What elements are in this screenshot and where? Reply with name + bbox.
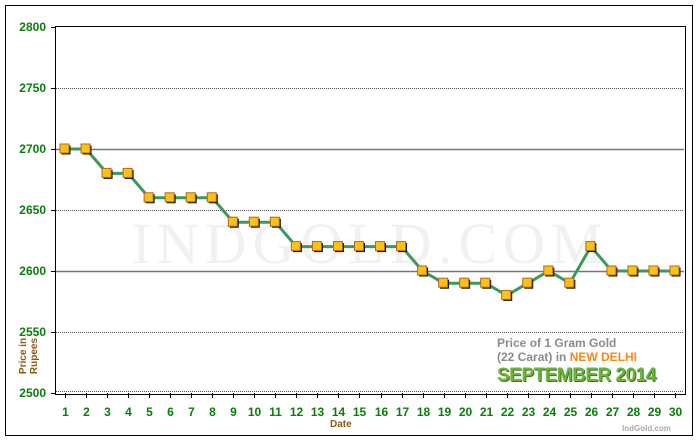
legend-title: Price of 1 Gram Gold	[497, 336, 617, 350]
x-tick-label: 28	[626, 405, 641, 419]
x-tick-label: 13	[310, 405, 325, 419]
data-point-marker	[522, 277, 533, 288]
price-line	[65, 147, 675, 298]
x-tick-label: 22	[500, 405, 515, 419]
site-credit: IndGold.com	[622, 424, 671, 433]
data-point-marker	[480, 277, 491, 288]
x-tick-label: 29	[647, 405, 662, 419]
x-tick-label: 9	[230, 405, 237, 419]
x-tick-label: 3	[104, 405, 111, 419]
x-tick-label: 27	[605, 405, 620, 419]
data-point-marker	[438, 277, 449, 288]
data-point-marker	[269, 216, 280, 227]
data-point-marker	[311, 241, 322, 252]
x-tick-label: 19	[437, 405, 452, 419]
x-tick-label: 24	[542, 405, 557, 419]
data-point-marker	[248, 216, 259, 227]
data-point-marker	[353, 241, 364, 252]
x-tick-label: 23	[521, 405, 536, 419]
x-tick-label: 7	[188, 405, 195, 419]
x-tick-label: 15	[352, 405, 367, 419]
x-tick-label: 6	[167, 405, 174, 419]
y-tick-label: 2500	[19, 385, 46, 400]
legend-city: NEW DELHI	[569, 350, 638, 364]
x-tick-label: 5	[146, 405, 153, 419]
x-tick-label: 2	[83, 405, 90, 419]
data-point-marker	[122, 167, 133, 178]
chart-legend: Price of 1 Gram Gold (22 Carat) in NEW D…	[497, 336, 667, 387]
data-point-marker	[543, 265, 554, 276]
x-tick-label: 17	[395, 405, 410, 419]
data-point-marker	[290, 241, 301, 252]
x-tick-label: 12	[289, 405, 304, 419]
data-point-marker	[585, 241, 596, 252]
y-tick-label: 2700	[19, 141, 46, 156]
data-point-marker	[459, 277, 470, 288]
x-tick-label: 8	[209, 405, 216, 419]
data-point-marker	[669, 265, 680, 276]
x-tick-label: 25	[563, 405, 578, 419]
watermark: INDGOLD.COM	[131, 211, 609, 276]
y-tick-label: 2650	[19, 202, 46, 217]
data-point-marker	[627, 265, 638, 276]
data-point-marker	[143, 192, 154, 203]
y-tick-label: 2800	[19, 19, 46, 34]
y-tick-label: 2600	[19, 263, 46, 278]
x-tick-label: 10	[247, 405, 262, 419]
legend-subtitle: (22 Carat) in NEW DELHI	[497, 350, 638, 364]
data-point-marker	[417, 265, 428, 276]
data-point-marker	[227, 216, 238, 227]
y-tick-label: 2750	[19, 80, 46, 95]
x-tick-label: 21	[479, 405, 494, 419]
data-point-marker	[80, 143, 91, 154]
data-point-marker	[648, 265, 659, 276]
x-tick-label: 11	[269, 405, 282, 419]
legend-month: SEPTEMBER 2014	[497, 365, 656, 386]
x-tick-label: 1	[62, 405, 69, 419]
x-tick-label: 14	[331, 405, 346, 419]
data-point-marker	[332, 241, 343, 252]
data-point-marker	[185, 192, 196, 203]
x-tick-label: 16	[374, 405, 389, 419]
data-point-marker	[101, 167, 112, 178]
data-point-marker	[375, 241, 386, 252]
y-axis-label: Price in Rupees	[18, 337, 40, 375]
x-tick-label: 30	[668, 405, 683, 419]
y-tick-label: 2550	[19, 324, 46, 339]
x-tick-label: 26	[584, 405, 599, 419]
data-point-marker	[564, 277, 575, 288]
data-point-marker	[206, 192, 217, 203]
x-tick-label: 4	[125, 405, 132, 419]
x-tick-label: 18	[416, 405, 431, 419]
data-point-marker	[59, 143, 70, 154]
data-point-marker	[396, 241, 407, 252]
data-point-marker	[501, 289, 512, 300]
data-point-marker	[164, 192, 175, 203]
x-axis-label: Date	[330, 419, 352, 430]
data-point-marker	[606, 265, 617, 276]
x-tick-label: 20	[458, 405, 473, 419]
